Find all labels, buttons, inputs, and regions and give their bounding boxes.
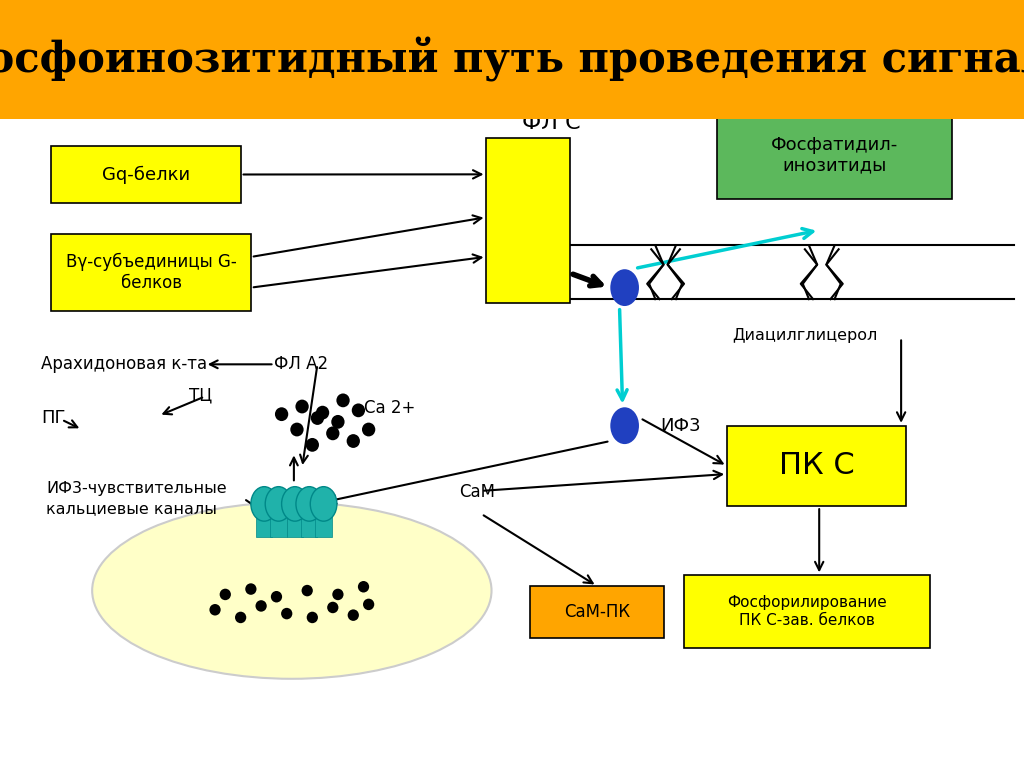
Bar [51, 234, 251, 311]
Ellipse shape [610, 407, 639, 444]
Bar [301, 500, 317, 537]
Text: ПГ: ПГ [41, 409, 66, 427]
Bar [684, 575, 930, 648]
Ellipse shape [332, 589, 344, 600]
Ellipse shape [315, 406, 330, 420]
Bar [256, 500, 272, 537]
Ellipse shape [610, 269, 639, 306]
Bar [51, 146, 241, 203]
Bar [0, 0, 1024, 119]
Text: Фосфатидил-
инозитиды: Фосфатидил- инозитиды [771, 136, 898, 175]
Ellipse shape [301, 584, 313, 597]
Text: ТЦ: ТЦ [189, 386, 213, 404]
Ellipse shape [219, 589, 231, 600]
Ellipse shape [296, 487, 323, 522]
Ellipse shape [256, 600, 266, 612]
Text: ФЛ С: ФЛ С [522, 113, 581, 133]
Ellipse shape [251, 487, 278, 522]
Bar [717, 111, 952, 199]
Ellipse shape [336, 393, 350, 407]
Ellipse shape [209, 604, 221, 615]
Ellipse shape [291, 423, 303, 436]
Ellipse shape [361, 423, 375, 436]
Text: СаМ-ПК: СаМ-ПК [564, 603, 630, 621]
Ellipse shape [311, 411, 324, 425]
Bar [486, 138, 570, 303]
Ellipse shape [281, 607, 293, 620]
Text: Са 2+: Са 2+ [364, 399, 415, 417]
Bar [270, 500, 287, 537]
Text: ИФ3-чувствительные
кальциевые каналы: ИФ3-чувствительные кальциевые каналы [46, 481, 226, 516]
Ellipse shape [358, 581, 369, 593]
Text: ИФ3: ИФ3 [660, 416, 701, 435]
Ellipse shape [347, 609, 358, 621]
Text: Фосфоинозитидный путь проведения сигнала: Фосфоинозитидный путь проведения сигнала [0, 37, 1024, 82]
Ellipse shape [265, 487, 292, 522]
Ellipse shape [234, 612, 246, 623]
Text: Gq-белки: Gq-белки [101, 166, 190, 183]
Ellipse shape [326, 426, 340, 440]
Text: ФЛ А2: ФЛ А2 [274, 355, 329, 374]
Ellipse shape [295, 400, 309, 413]
Bar [287, 500, 303, 537]
Text: СаМ: СаМ [459, 483, 495, 502]
Text: Вγ-субъединицы G-
белков: Вγ-субъединицы G- белков [66, 253, 237, 291]
Text: Фосфорилирование
ПК С-зав. белков: Фосфорилирование ПК С-зав. белков [727, 595, 887, 628]
Bar [315, 500, 332, 537]
Ellipse shape [282, 487, 308, 522]
Ellipse shape [307, 612, 317, 623]
Text: Диацилглицерол: Диацилглицерол [732, 328, 878, 344]
Text: ПК С: ПК С [779, 452, 854, 480]
Ellipse shape [328, 601, 338, 614]
Ellipse shape [332, 415, 344, 429]
Ellipse shape [352, 403, 365, 417]
Ellipse shape [274, 407, 289, 421]
Ellipse shape [246, 583, 256, 595]
Bar [530, 586, 664, 638]
Bar [727, 426, 906, 506]
Ellipse shape [270, 591, 283, 603]
Ellipse shape [310, 487, 337, 522]
Text: Арахидоновая к-та: Арахидоновая к-та [41, 355, 207, 374]
Ellipse shape [305, 438, 319, 452]
Ellipse shape [346, 434, 360, 448]
Ellipse shape [362, 598, 375, 611]
Ellipse shape [92, 502, 492, 679]
